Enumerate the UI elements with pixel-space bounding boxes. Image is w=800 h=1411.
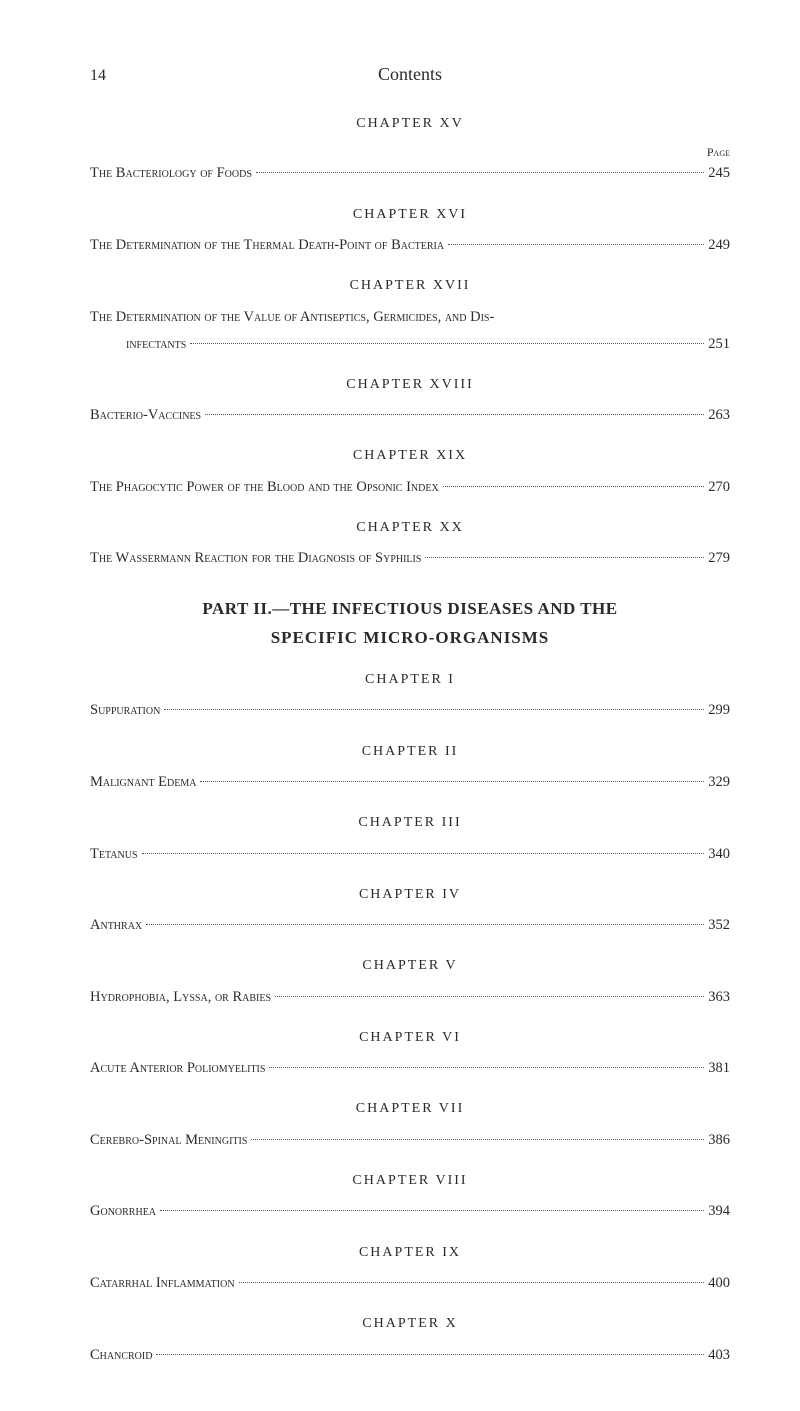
- toc-entry: Catarrhal Inflammation 400: [90, 1272, 730, 1295]
- toc-entry-page: 340: [708, 843, 730, 866]
- toc-entry: Malignant Edema 329: [90, 771, 730, 794]
- toc-entry: Hydrophobia, Lyssa, or Rabies 363: [90, 986, 730, 1009]
- toc-entry-page: 386: [708, 1129, 730, 1152]
- chapter-heading: CHAPTER V: [90, 955, 730, 977]
- toc-entry: infectants 251: [90, 333, 730, 356]
- leader-dots: [200, 781, 704, 782]
- leader-dots: [190, 343, 704, 344]
- toc-entry: The Wassermann Reaction for the Diagnosi…: [90, 547, 730, 570]
- chapter-heading: CHAPTER III: [90, 812, 730, 834]
- toc-entry-title: Bacterio-Vaccines: [90, 404, 201, 427]
- chapter-heading: CHAPTER XV: [90, 113, 730, 135]
- toc-entry-title: Gonorrhea: [90, 1200, 156, 1223]
- toc-entry: The Bacteriology of Foods 245: [90, 162, 730, 185]
- toc-entry-page: 249: [708, 234, 730, 257]
- leader-dots: [256, 172, 704, 173]
- chapter-heading: CHAPTER X: [90, 1313, 730, 1335]
- toc-entry: Suppuration 299: [90, 699, 730, 722]
- leader-dots: [164, 709, 704, 710]
- toc-entry-title: Tetanus: [90, 843, 138, 866]
- header: 14 Contents: [90, 60, 730, 89]
- page-container: 14 Contents CHAPTER XV PageThe Bacteriolo…: [0, 0, 800, 1411]
- leader-dots: [269, 1067, 704, 1068]
- toc-entry: The Determination of the Thermal Death-P…: [90, 234, 730, 257]
- toc-entry: Cerebro-Spinal Meningitis 386: [90, 1129, 730, 1152]
- chapter-heading: CHAPTER XVIII: [90, 374, 730, 396]
- chapters-list: CHAPTER XV PageThe Bacteriology of Foods 2…: [90, 113, 730, 571]
- leader-dots: [251, 1139, 704, 1140]
- toc-entry: Chancroid 403: [90, 1344, 730, 1367]
- toc-entry-title: Malignant Edema: [90, 771, 196, 794]
- toc-entry-page: 270: [708, 476, 730, 499]
- toc-entry-title: The Determination of the Thermal Death-P…: [90, 234, 444, 257]
- toc-entry-title: Suppuration: [90, 699, 160, 722]
- toc-entry-title: infectants: [126, 333, 186, 356]
- page-title: Contents: [90, 60, 730, 89]
- part-heading-line2: SPECIFIC MICRO-ORGANISMS: [90, 624, 730, 651]
- toc-entry: The Determination of the Value of Antise…: [90, 306, 730, 329]
- chapter-heading: CHAPTER VIII: [90, 1170, 730, 1192]
- toc-entry-title: The Wassermann Reaction for the Diagnosi…: [90, 547, 421, 570]
- leader-dots: [160, 1210, 704, 1211]
- part-heading-line1: PART II.—THE INFECTIOUS DISEASES AND THE: [90, 595, 730, 622]
- toc-entry-page: 394: [708, 1200, 730, 1223]
- toc-entry: Acute Anterior Poliomyelitis 381: [90, 1057, 730, 1080]
- chapter-heading: CHAPTER II: [90, 741, 730, 763]
- chapter-heading: CHAPTER XIX: [90, 445, 730, 467]
- toc-entry-page: 352: [708, 914, 730, 937]
- toc-entry-page: 363: [708, 986, 730, 1009]
- toc-entry: The Phagocytic Power of the Blood and th…: [90, 476, 730, 499]
- leader-dots: [146, 924, 704, 925]
- chapter-heading: CHAPTER IX: [90, 1242, 730, 1264]
- page-label: Page: [90, 143, 730, 162]
- toc-entry-page: 381: [708, 1057, 730, 1080]
- chapter-heading: CHAPTER I: [90, 669, 730, 691]
- toc-entry-title: Catarrhal Inflammation: [90, 1272, 235, 1295]
- chapter-heading: CHAPTER VI: [90, 1027, 730, 1049]
- toc-entry-title: Hydrophobia, Lyssa, or Rabies: [90, 986, 271, 1009]
- leader-dots: [156, 1354, 704, 1355]
- toc-entry-page: 400: [708, 1272, 730, 1295]
- leader-dots: [448, 244, 704, 245]
- toc-entry-page: 263: [708, 404, 730, 427]
- chapter-heading: CHAPTER XX: [90, 517, 730, 539]
- leader-dots: [443, 486, 705, 487]
- toc-entry-title: The Bacteriology of Foods: [90, 162, 252, 185]
- toc-entry-title: Cerebro-Spinal Meningitis: [90, 1129, 247, 1152]
- toc-entry-page: 251: [708, 333, 730, 356]
- toc-entry-title: Chancroid: [90, 1344, 152, 1367]
- leader-dots: [239, 1282, 705, 1283]
- toc-entry-page: 279: [708, 547, 730, 570]
- toc-entry-page: 245: [708, 162, 730, 185]
- chapters-list-2: CHAPTER I Suppuration 299 CHAPTER II Maligna…: [90, 669, 730, 1367]
- toc-entry-title: The Determination of the Value of Antise…: [90, 306, 494, 329]
- leader-dots: [205, 414, 704, 415]
- toc-entry: Tetanus 340: [90, 843, 730, 866]
- toc-entry-page: 403: [708, 1344, 730, 1367]
- toc-entry-title: Anthrax: [90, 914, 142, 937]
- leader-dots: [142, 853, 705, 854]
- toc-entry-page: 299: [708, 699, 730, 722]
- chapter-heading: CHAPTER XVI: [90, 204, 730, 226]
- toc-entry-title: The Phagocytic Power of the Blood and th…: [90, 476, 439, 499]
- toc-entry: Anthrax 352: [90, 914, 730, 937]
- toc-entry: Gonorrhea 394: [90, 1200, 730, 1223]
- toc-entry-page: 329: [708, 771, 730, 794]
- leader-dots: [275, 996, 704, 997]
- leader-dots: [425, 557, 704, 558]
- chapter-heading: CHAPTER VII: [90, 1098, 730, 1120]
- toc-entry-title: Acute Anterior Poliomyelitis: [90, 1057, 265, 1080]
- chapter-heading: CHAPTER IV: [90, 884, 730, 906]
- toc-entry: Bacterio-Vaccines 263: [90, 404, 730, 427]
- chapter-heading: CHAPTER XVII: [90, 275, 730, 297]
